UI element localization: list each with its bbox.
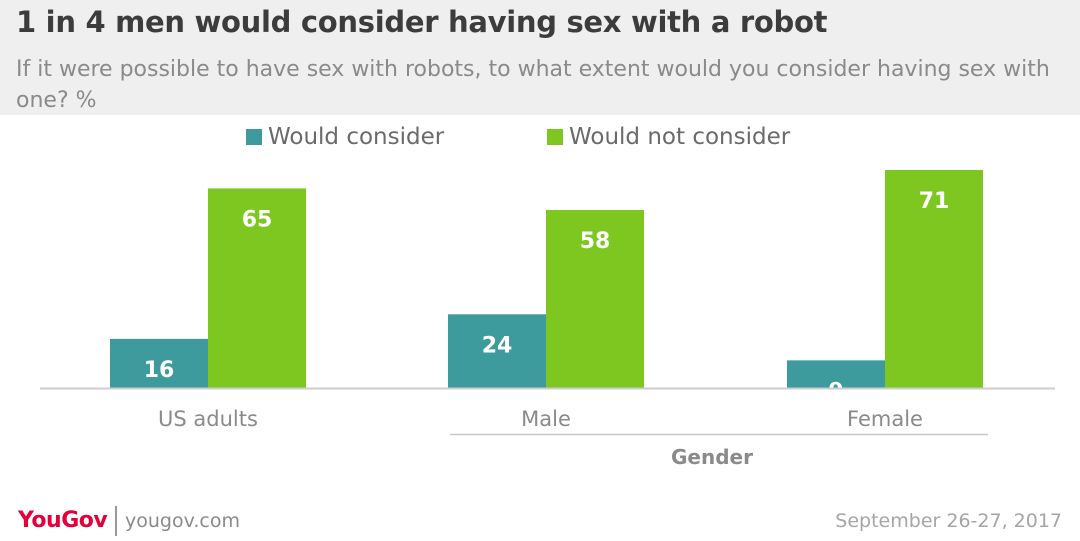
bar-would-not-consider bbox=[546, 209, 644, 388]
category-label: Male bbox=[521, 407, 571, 431]
category-label: US adults bbox=[158, 407, 258, 431]
legend-swatch-would-not-consider bbox=[547, 129, 563, 145]
footer-date: September 26-27, 2017 bbox=[835, 510, 1062, 532]
legend-item-would-consider: Would consider bbox=[246, 124, 444, 150]
footer-divider bbox=[115, 506, 117, 536]
group-label: Gender bbox=[671, 445, 753, 469]
data-label: 65 bbox=[242, 207, 273, 232]
legend-swatch-would-consider bbox=[246, 129, 262, 145]
legend-label-would-not-consider: Would not consider bbox=[569, 124, 791, 150]
category-label: Female bbox=[847, 407, 923, 431]
data-label: 58 bbox=[580, 229, 611, 254]
header-band: 1 in 4 men would consider having sex wit… bbox=[0, 0, 1080, 115]
footer-url[interactable]: yougov.com bbox=[125, 510, 240, 532]
bar-would-consider bbox=[448, 314, 546, 388]
data-label: 9 bbox=[828, 379, 843, 404]
legend-label-would-consider: Would consider bbox=[268, 124, 445, 150]
bar-would-not-consider bbox=[885, 170, 983, 388]
yougov-logo: YouGov bbox=[18, 508, 108, 533]
legend-item-would-not-consider: Would not consider bbox=[547, 124, 790, 150]
bar-would-consider bbox=[787, 360, 885, 388]
bar-would-consider bbox=[110, 338, 208, 388]
chart-title: 1 in 4 men would consider having sex wit… bbox=[16, 5, 828, 39]
chart-subtitle: If it were possible to have sex with rob… bbox=[16, 57, 1050, 113]
data-label: 71 bbox=[919, 189, 950, 214]
legend: Would consider Would not consider bbox=[0, 124, 1080, 158]
bar-would-not-consider bbox=[208, 188, 306, 388]
data-label: 24 bbox=[482, 333, 513, 358]
data-label: 16 bbox=[144, 358, 175, 383]
